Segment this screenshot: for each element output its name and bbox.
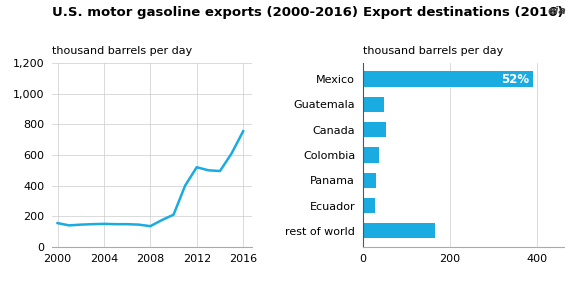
- Text: thousand barrels per day: thousand barrels per day: [52, 46, 192, 56]
- Bar: [363, 198, 375, 213]
- Bar: [363, 223, 435, 238]
- Bar: [363, 122, 385, 137]
- Bar: [363, 97, 384, 112]
- Bar: [363, 173, 376, 188]
- Text: thousand barrels per day: thousand barrels per day: [363, 46, 503, 56]
- Text: Export destinations (2016): Export destinations (2016): [363, 6, 564, 19]
- Text: U.S. motor gasoline exports (2000-2016): U.S. motor gasoline exports (2000-2016): [52, 6, 358, 19]
- Text: eia: eia: [547, 6, 566, 16]
- Text: 52%: 52%: [501, 73, 530, 86]
- Bar: [363, 71, 533, 87]
- Bar: [363, 148, 380, 162]
